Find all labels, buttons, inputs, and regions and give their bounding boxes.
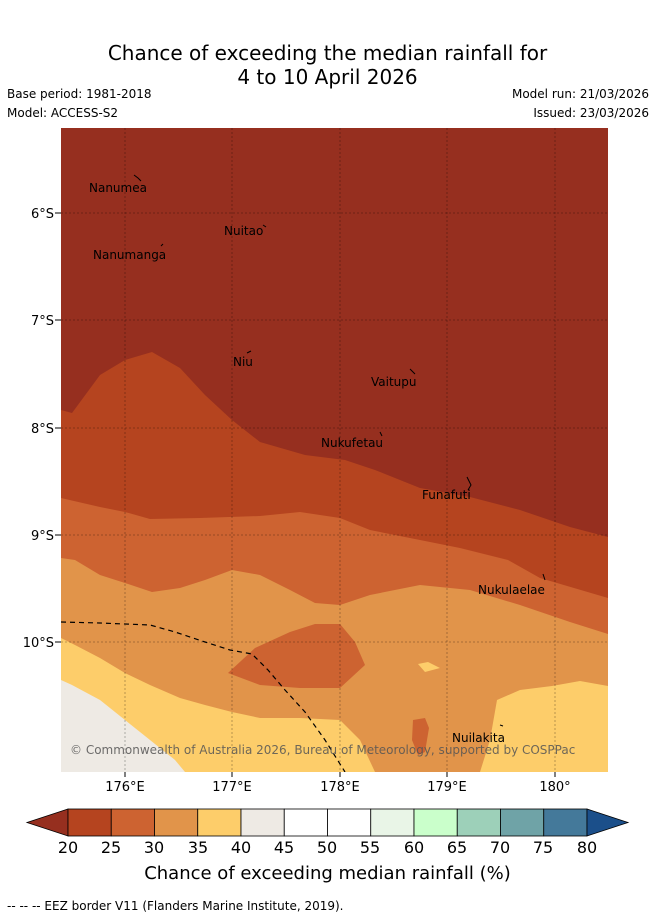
colorbar-tick-label: 20	[57, 838, 79, 857]
colorbar-title: Chance of exceeding median rainfall (%)	[144, 863, 511, 884]
colorbar	[25, 808, 630, 837]
colorbar-segment	[67, 808, 112, 837]
colorbar-segment	[327, 808, 372, 837]
place-label: Nanumea	[89, 181, 147, 195]
colorbar-tick-label: 35	[187, 838, 209, 857]
colorbar-tick-label: 80	[576, 838, 598, 857]
islands	[133, 174, 546, 727]
colorbar-tick-label: 70	[489, 838, 511, 857]
place-label: Nukulaelae	[478, 583, 545, 597]
model-run: Model run: 21/03/2026	[511, 87, 649, 101]
colorbar-tick-label: 60	[403, 838, 425, 857]
colorbar-tick-label: 25	[100, 838, 122, 857]
band-25-30-patch	[228, 624, 365, 688]
colorbar-segment	[370, 808, 415, 837]
place-label: Nanumanga	[93, 248, 166, 262]
colorbar-over-arrow	[586, 808, 630, 837]
base-period: Base period: 1981-2018	[7, 87, 152, 101]
eez-border	[61, 621, 346, 772]
map-title-line1: Chance of exceeding the median rainfall …	[107, 41, 548, 65]
lat-tick-label: 8°S	[31, 422, 54, 437]
colorbar-tick-label: 30	[143, 838, 165, 857]
lon-tick-label: 179°E	[427, 780, 467, 795]
colorbar-segment	[543, 808, 588, 837]
lat-tick-label: 7°S	[31, 314, 54, 329]
colorbar-under-arrow	[25, 808, 69, 837]
lon-tick-label: 180°	[539, 780, 570, 795]
place-labels: Nanumea Nuitao Nanumanga Niu Vaitupu Nuk…	[89, 181, 545, 745]
place-label: Nuilakita	[452, 731, 505, 745]
place-label: Niu	[233, 355, 253, 369]
place-label: Nukufetau	[321, 436, 383, 450]
colorbar-tick-label: 75	[532, 838, 554, 857]
eez-footnote: -- -- -- EEZ border V11 (Flanders Marine…	[7, 899, 344, 913]
map-plot-area	[61, 128, 608, 772]
colorbar-segment	[240, 808, 285, 837]
colorbar-segment	[456, 808, 501, 837]
place-label: Funafuti	[422, 488, 471, 502]
copyright-notice: © Commonwealth of Australia 2026, Bureau…	[70, 743, 575, 757]
colorbar-tick-label: 40	[230, 838, 252, 857]
band-35-40-east	[480, 681, 608, 772]
issued-date: Issued: 23/03/2026	[533, 106, 649, 120]
colorbar-tick-label: 65	[446, 838, 468, 857]
colorbar-tick-label: 45	[273, 838, 295, 857]
place-label: Vaitupu	[371, 375, 417, 389]
lon-axis: 176°E 177°E 178°E 179°E 180°	[105, 772, 571, 795]
colorbar-tick-label: 50	[316, 838, 338, 857]
map-title-line2: 4 to 10 April 2026	[237, 65, 418, 89]
colorbar-segment	[154, 808, 199, 837]
colorbar-tick-label: 55	[359, 838, 381, 857]
colorbar-segment	[110, 808, 155, 837]
colorbar-segment	[413, 808, 458, 837]
colorbar-segment	[500, 808, 545, 837]
colorbar-segment	[197, 808, 242, 837]
band-25-30-patch-south	[412, 718, 429, 755]
band-35-40-patch	[418, 662, 440, 672]
lat-tick-label: 10°S	[23, 636, 54, 651]
lon-tick-label: 176°E	[105, 780, 145, 795]
lat-axis: 6°S 7°S 8°S 9°S 10°S	[23, 207, 61, 651]
model-name: Model: ACCESS-S2	[7, 106, 119, 120]
lon-tick-label: 178°E	[320, 780, 360, 795]
lat-tick-label: 9°S	[31, 529, 54, 544]
band-40-45	[61, 680, 185, 772]
lat-tick-label: 6°S	[31, 207, 54, 222]
place-label: Nuitao	[224, 224, 263, 238]
colorbar-segment	[283, 808, 328, 837]
lon-tick-label: 177°E	[212, 780, 252, 795]
graticule	[61, 128, 608, 772]
